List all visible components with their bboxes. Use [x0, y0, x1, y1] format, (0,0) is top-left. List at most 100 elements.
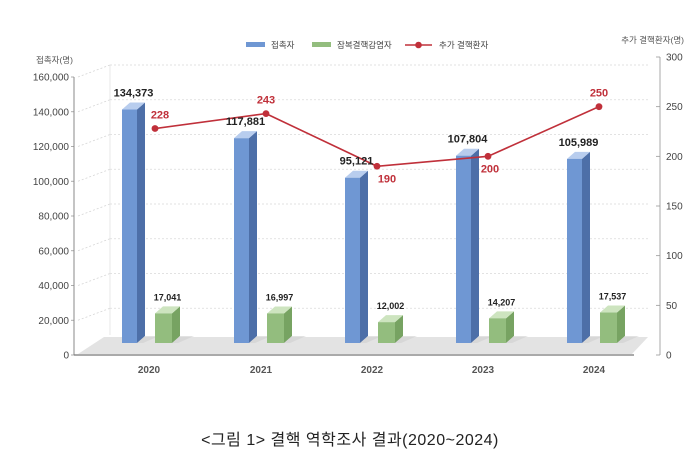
bar-contacts-2020-shadow — [137, 336, 159, 343]
y-left-tick-label: 100,000 — [33, 177, 70, 188]
combo-chart: 0 20,000 40,000 60,000 80,000 100,000 120,000 1… — [33, 35, 684, 376]
y-left-tick-label: 40,000 — [38, 281, 69, 292]
y-left-tick-label: 20,000 — [38, 316, 69, 327]
data-label-contacts: 134,373 — [114, 88, 154, 100]
bar-contacts-2024 — [567, 151, 604, 343]
data-label-latent: 14,207 — [488, 297, 516, 307]
y-right-axis-title: 추가 결핵환자(명) — [621, 35, 684, 45]
bar-latent-2022-top — [378, 315, 403, 323]
x-tick-label: 2023 — [472, 365, 495, 376]
data-label-contacts: 107,804 — [448, 134, 489, 146]
bar-latent-2023-side — [506, 311, 514, 343]
x-tick-label: 2020 — [138, 365, 161, 376]
legend: 접촉자 잠복결핵감염자 추가 결핵환자 — [246, 40, 488, 50]
legend-label-latent: 잠복결핵감염자 — [337, 40, 392, 50]
bar-latent-2024 — [600, 305, 639, 343]
bar-latent-2023-top — [489, 311, 514, 319]
grid-perspective-line — [77, 307, 111, 321]
bar-latent-2021 — [267, 306, 306, 343]
bar-contacts-2021-side — [249, 131, 257, 343]
y-left-axis-title: 접촉자(명) — [36, 55, 73, 65]
grid-perspective-line — [77, 203, 111, 217]
bar-contacts-2020-front — [122, 109, 137, 343]
legend-swatch-contacts — [246, 42, 265, 47]
bar-contacts-2022 — [345, 170, 382, 343]
axes: 0 20,000 40,000 60,000 80,000 100,000 120,000 1… — [33, 53, 683, 362]
bar-latent-2024-side — [617, 305, 625, 343]
y-right-tick-label: 0 — [666, 351, 672, 362]
bar-latent-2021-shadow — [284, 336, 306, 343]
bar-contacts-2023-shadow — [471, 336, 493, 343]
bar-contacts-2023 — [456, 148, 493, 343]
line-marker-2022 — [373, 162, 381, 170]
bar-latent-2022 — [378, 315, 417, 343]
legend-label-contacts: 접촉자 — [271, 40, 295, 50]
bar-latent-2021-front — [267, 313, 284, 343]
data-label-latent: 17,041 — [154, 292, 182, 302]
x-tick-label: 2022 — [361, 365, 384, 376]
figure-caption: <그림 1> 결핵 역학조사 결과(2020~2024) — [201, 432, 499, 449]
bar-latent-2020 — [155, 306, 194, 343]
bar-contacts-2021-front — [234, 138, 249, 343]
bar-latent-2024-top — [600, 305, 625, 313]
y-right-tick-label: 150 — [666, 202, 683, 213]
bar-contacts-2024-top — [567, 151, 590, 159]
bar-contacts-2024-shadow — [582, 336, 604, 343]
grid-perspective-line — [77, 273, 111, 286]
bar-latent-2024-shadow — [617, 336, 639, 343]
bar-contacts-2024-side — [582, 151, 590, 343]
bar-latent-2024-front — [600, 312, 617, 343]
data-label-contacts: 117,881 — [226, 116, 265, 128]
bar-latent-2020-shadow — [172, 336, 194, 343]
data-label-additional: 190 — [378, 173, 396, 185]
data-label-contacts: 95,121 — [340, 156, 374, 168]
bar-contacts-2022-shadow — [360, 336, 382, 343]
legend-marker-additional — [415, 41, 422, 49]
data-label-contacts: 105,989 — [559, 137, 599, 149]
grid-perspective-line — [77, 134, 111, 147]
bar-contacts-2020 — [122, 102, 159, 343]
data-label-additional: 200 — [481, 163, 499, 175]
y-right-tick-label: 200 — [666, 152, 683, 163]
line-marker-2021 — [262, 110, 270, 118]
bar-contacts-2022-side — [360, 170, 368, 343]
grid-perspective-line — [77, 64, 111, 78]
y-right-tick-label: 100 — [666, 251, 683, 262]
y-left-tick-label: 120,000 — [33, 142, 70, 153]
data-label-latent: 16,997 — [266, 292, 294, 302]
data-label-latent: 12,002 — [377, 301, 405, 311]
data-label-latent: 17,537 — [599, 292, 627, 302]
y-left-tick-label: 0 — [63, 351, 69, 362]
y-left-tick-label: 140,000 — [33, 107, 70, 118]
bar-latent-2023-shadow — [506, 336, 528, 343]
x-tick-label: 2024 — [583, 365, 606, 376]
data-labels: 134,373 17,041 2020 117,881 16,997 2021 95,121… — [114, 88, 627, 376]
y-left-tick-label: 160,000 — [33, 73, 70, 84]
y-right-tick-label: 50 — [666, 301, 678, 312]
bar-contacts-2020-top — [122, 102, 145, 110]
bar-contacts-2023-side — [471, 148, 479, 343]
gridlines — [77, 64, 650, 335]
bar-contacts-2023-top — [456, 148, 479, 156]
y-left-tick-label: 80,000 — [38, 212, 69, 223]
bar-latent-2020-top — [155, 306, 180, 314]
bar-contacts-2023-front — [456, 155, 471, 343]
bar-contacts-2020-side — [137, 102, 145, 343]
data-label-additional: 250 — [590, 88, 608, 100]
bar-latent-2021-side — [284, 306, 292, 343]
bar-contacts-2022-top — [345, 170, 368, 178]
data-label-additional: 243 — [257, 95, 275, 107]
x-tick-label: 2021 — [250, 365, 273, 376]
y-right-tick-label: 300 — [666, 53, 683, 64]
line-marker-2020 — [151, 125, 159, 132]
bar-latent-2022-front — [378, 322, 395, 343]
bar-latent-2022-shadow — [395, 336, 417, 343]
data-label-additional: 228 — [151, 110, 169, 122]
bar-latent-2023-front — [489, 318, 506, 343]
grid-perspective-line — [77, 99, 111, 113]
legend-label-additional: 추가 결핵환자 — [439, 40, 488, 50]
bar-contacts-2021-top — [234, 131, 257, 139]
bar-latent-2021-top — [267, 306, 292, 314]
bar-contacts-2021-shadow — [249, 336, 271, 343]
bars — [122, 102, 639, 343]
